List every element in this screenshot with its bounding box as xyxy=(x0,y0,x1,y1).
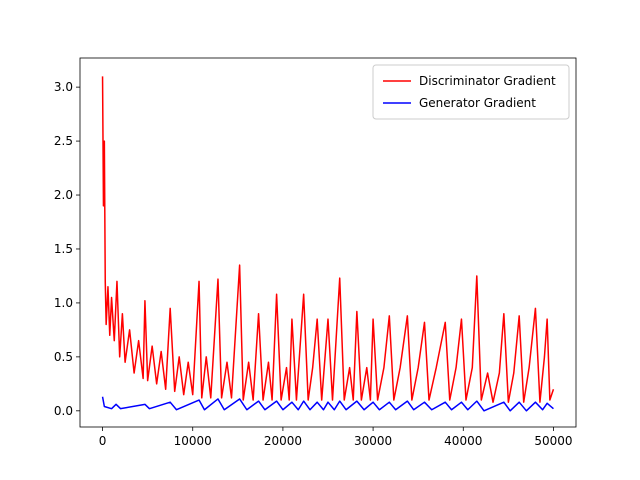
x-tick-label: 30000 xyxy=(354,434,392,448)
y-tick-label: 1.5 xyxy=(54,242,73,256)
y-tick-label: 1.0 xyxy=(54,296,73,310)
y-tick-label: 2.5 xyxy=(54,134,73,148)
data-line xyxy=(101,396,554,412)
x-tick-label: 0 xyxy=(99,434,107,448)
y-tick-label: 0.5 xyxy=(54,350,73,364)
legend-label: Discriminator Gradient xyxy=(419,74,556,88)
x-tick-label: 10000 xyxy=(174,434,212,448)
x-tick-label: 40000 xyxy=(444,434,482,448)
legend-box xyxy=(372,64,570,120)
plot-frame xyxy=(79,57,577,428)
y-tick-label: 3.0 xyxy=(54,80,73,94)
x-tick-label: 50000 xyxy=(534,434,572,448)
data-line xyxy=(101,76,555,403)
x-tick-label: 20000 xyxy=(264,434,302,448)
y-tick-label: 0.0 xyxy=(54,404,73,418)
legend-label: Generator Gradient xyxy=(419,96,536,110)
y-tick-label: 2.0 xyxy=(54,188,73,202)
